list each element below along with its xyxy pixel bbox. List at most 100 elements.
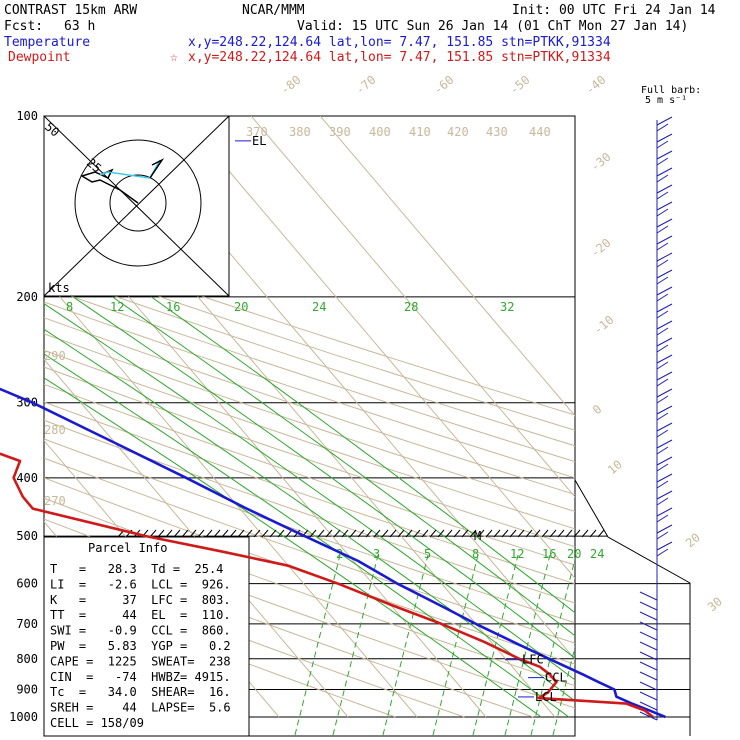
moist-adiabat-label: 28 xyxy=(404,300,418,314)
dry-adiabat xyxy=(44,401,575,585)
valid-time: Valid: 15 UTC Sun 26 Jan 14 (01 ChT Mon … xyxy=(297,19,689,34)
mixing-ratio-label: 16 xyxy=(542,547,556,561)
dry-adiabat xyxy=(44,241,575,416)
mixing-ratio-label: 2 xyxy=(336,547,343,561)
hatch-tick xyxy=(381,529,389,538)
wind-barb xyxy=(656,548,669,557)
barb-legend-line2: 5 m s⁻¹ xyxy=(645,95,688,106)
dry-adiabat xyxy=(44,317,575,496)
parcel-info-row: K = 37 LFC = 803. xyxy=(50,593,231,607)
model-name: CONTRAST 15km ARW xyxy=(4,3,138,18)
dry-adiabat-label: 270 xyxy=(44,494,66,508)
wind-barb xyxy=(656,218,673,228)
hatch-tick xyxy=(405,529,413,538)
lcl-label: LCL xyxy=(535,690,557,704)
dry-adiabat xyxy=(44,256,575,431)
wind-barb xyxy=(656,361,669,370)
hatch-tick xyxy=(581,529,589,538)
hatch-tick xyxy=(237,529,245,538)
wind-barb xyxy=(656,412,669,421)
wind-barb xyxy=(656,388,673,398)
hatch-tick xyxy=(285,529,293,538)
isotherm-label: 20 xyxy=(683,530,703,550)
isotherm-label: -10 xyxy=(591,313,617,338)
wind-barb xyxy=(639,641,658,651)
isotherm-label: -80 xyxy=(278,73,304,98)
wind-barb xyxy=(656,463,669,472)
wind-barb xyxy=(656,242,669,251)
pressure-label-600: 600 xyxy=(16,577,38,591)
hatch-tick xyxy=(429,529,437,538)
pressure-label-700: 700 xyxy=(16,617,38,631)
hatch-tick xyxy=(477,529,485,538)
theta-label: 400 xyxy=(369,125,391,139)
hatch-tick xyxy=(413,529,421,538)
parcel-info-row: SREH = 44 LAPSE= 5.6 xyxy=(50,701,231,715)
center-name: NCAR/MMM xyxy=(242,3,305,18)
hatch-tick xyxy=(445,529,453,538)
wind-barb xyxy=(656,514,669,523)
isotherm-label: -60 xyxy=(431,73,457,98)
wind-barb xyxy=(656,201,673,211)
hatch-tick xyxy=(509,529,517,538)
moist-adiabat-label: 20 xyxy=(234,300,248,314)
hatch-tick xyxy=(341,529,349,538)
wind-barb xyxy=(656,184,673,194)
dry-adiabat xyxy=(44,271,575,447)
hodograph-trace-top xyxy=(149,158,165,179)
isotherm xyxy=(181,116,575,579)
isotherm xyxy=(44,277,418,718)
hatch-tick xyxy=(501,529,509,538)
wind-barb xyxy=(656,371,673,381)
wind-barb xyxy=(656,497,669,506)
wind-barb xyxy=(656,439,673,449)
wind-barb xyxy=(656,259,669,268)
mixing-ratio-line xyxy=(294,554,341,736)
wind-barb xyxy=(656,456,673,466)
isotherm xyxy=(0,116,3,717)
dry-adiabat xyxy=(44,301,575,479)
isotherm-label: -20 xyxy=(588,236,614,261)
hodograph-diag-2 xyxy=(43,115,230,297)
dry-adiabat xyxy=(44,457,575,644)
hatch-tick xyxy=(357,529,365,538)
pressure-label-400: 400 xyxy=(16,471,38,485)
wind-barb xyxy=(656,150,673,160)
wind-barb xyxy=(656,337,673,347)
wind-barbs xyxy=(639,116,673,721)
wind-barb xyxy=(656,225,669,234)
pressure-label-500: 500 xyxy=(16,529,38,543)
hatch-tick xyxy=(269,529,277,538)
hatch-tick xyxy=(397,529,405,538)
hatch-tick xyxy=(365,529,373,538)
hatch-tick xyxy=(317,529,325,538)
isotherm-label: -40 xyxy=(583,73,609,98)
wind-barb xyxy=(656,480,669,489)
moist-adiabat xyxy=(44,377,542,718)
hatch-tick xyxy=(333,529,341,538)
wind-barb xyxy=(656,167,673,177)
dry-adiabat xyxy=(44,438,575,624)
temperature-profile xyxy=(0,387,666,719)
pressure-label-900: 900 xyxy=(16,682,38,696)
moist-adiabat-label: 12 xyxy=(110,300,124,314)
parcel-box-frame xyxy=(43,536,250,737)
moist-adiabat xyxy=(44,303,575,681)
wind-barb xyxy=(656,395,669,404)
wind-barb xyxy=(656,303,673,313)
wind-barb xyxy=(656,191,669,200)
dry-adiabat xyxy=(44,333,575,513)
wind-barb xyxy=(656,174,669,183)
mixing-ratio-line xyxy=(432,554,479,736)
sounding-series xyxy=(0,387,666,719)
hatch-tick xyxy=(421,529,429,538)
wind-barb xyxy=(656,123,669,132)
hatch-tick xyxy=(517,529,525,538)
hatch-tick xyxy=(597,529,605,538)
hatch-tick xyxy=(565,529,573,538)
wind-barb xyxy=(639,601,658,611)
hatch-tick xyxy=(461,529,469,538)
hatch-tick xyxy=(205,529,213,538)
parcel-info-row: T = 28.3 Td = 25.4 xyxy=(50,562,223,576)
barb-legend-line1: Full barb: xyxy=(641,85,702,96)
